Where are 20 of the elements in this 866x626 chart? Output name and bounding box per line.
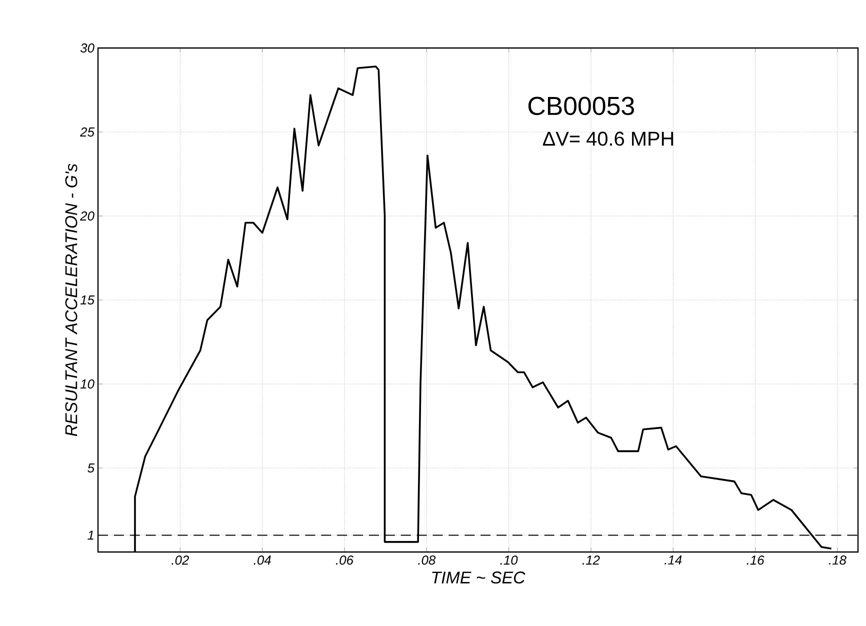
annotation: CB00053 [528, 96, 634, 116]
x-tick-label: .10 [500, 556, 518, 565]
y-tick-label: 20 [80, 211, 94, 221]
x-tick-label: .18 [828, 556, 846, 565]
x-tick-label: .12 [582, 556, 600, 565]
y-tick-label: 15 [80, 295, 95, 305]
x-tick-label: .06 [336, 556, 354, 565]
annotation: ΔV= 40.6 MPH [542, 132, 674, 146]
y-tick-label: 10 [80, 379, 94, 389]
y-tick-label: 1 [88, 530, 94, 540]
y-tick-label: 25 [80, 127, 95, 137]
x-tick-label: .14 [664, 556, 682, 564]
x-tick-label: .08 [418, 556, 436, 565]
x-tick-label: .16 [746, 556, 764, 565]
x-tick-label: .02 [172, 556, 189, 565]
y-axis-title: RESULTANT ACCELERATION - G's [65, 164, 78, 436]
y-tick-label: 5 [88, 463, 95, 473]
x-axis-title: TIME ~ SEC [432, 572, 526, 584]
y-tick-label: 30 [80, 43, 94, 53]
x-tick-label: .04 [254, 556, 271, 565]
